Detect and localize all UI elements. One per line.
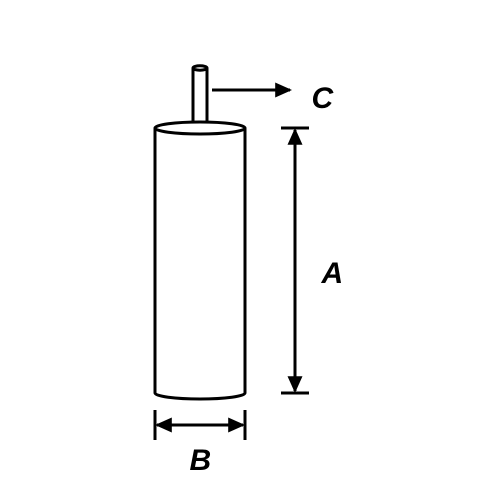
cylinder-dimension-diagram [0, 0, 501, 501]
dimension-label-c: C [312, 82, 334, 116]
dimension-label-a: A [322, 257, 344, 291]
dimension-label-b: B [190, 444, 212, 478]
